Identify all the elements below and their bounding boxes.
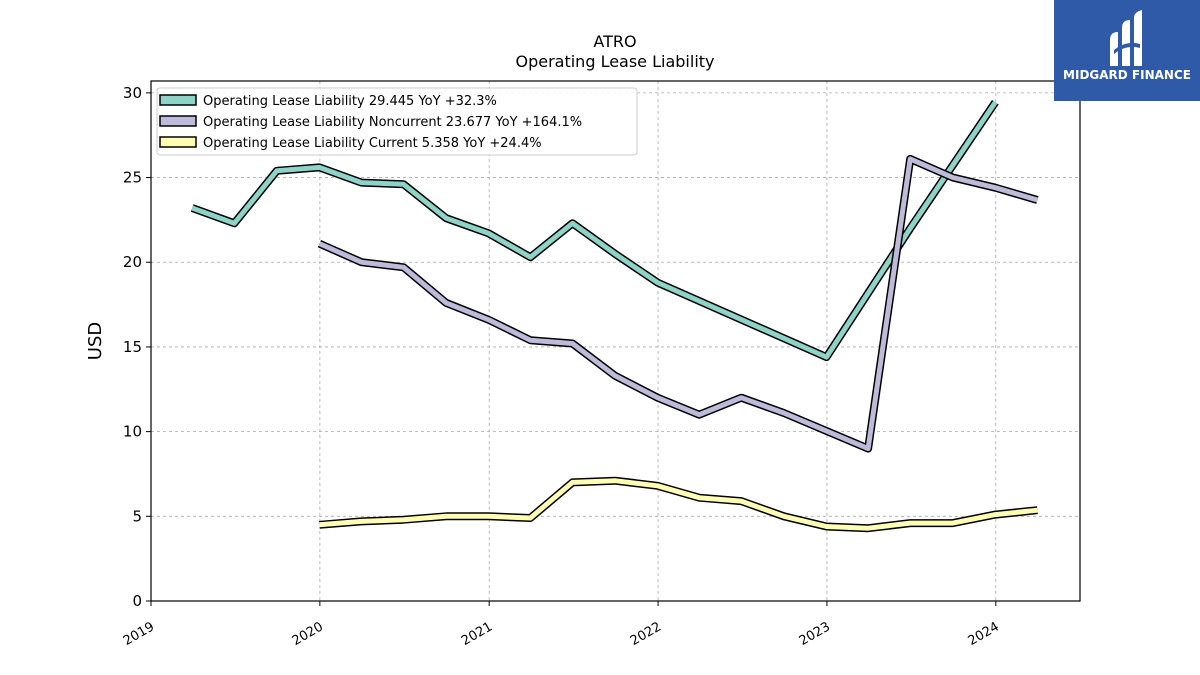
y-axis: 0 5 10 15 20 25 30 [123,84,151,610]
y-tick-label: 0 [132,592,142,610]
chart-subtitle: Operating Lease Liability [515,52,714,71]
x-tick-label: 2022 [628,619,664,649]
y-tick-label: 25 [123,169,142,187]
series-2 [317,154,1039,453]
logo-text: MIDGARD FINANCE [1063,68,1191,82]
legend-swatch [159,94,197,106]
x-tick-label: 2024 [966,619,1002,649]
y-tick-label: 15 [123,338,142,356]
y-axis-label: USD [85,322,106,360]
x-tick-label: 2021 [459,619,495,649]
series-line [319,478,1038,531]
plot-frame [150,80,1081,602]
chart-title: ATRO [593,32,636,51]
x-tick-label: 2023 [797,619,833,649]
series-1 [190,100,999,362]
legend-label: Operating Lease Liability Current 5.358 … [203,136,542,151]
legend-label: Operating Lease Liability 29.445 YoY +32… [203,94,497,109]
midgard-finance-logo: MIDGARD FINANCE [1054,0,1200,101]
series-lines [190,100,1039,533]
y-tick-label: 20 [123,253,142,271]
y-tick-label: 10 [123,423,142,441]
midgard-logo-icon [1110,10,1142,66]
x-tick-label: 2020 [290,619,326,649]
y-tick-label: 30 [123,84,142,102]
series-line [191,100,998,360]
series-line [318,156,1039,452]
x-axis: 2019 2020 2021 2022 2023 2024 [121,601,1002,649]
legend-swatch [159,115,197,127]
legend: Operating Lease Liability 29.445 YoY +32… [156,87,638,156]
series-3 [319,476,1038,533]
legend-label: Operating Lease Liability Noncurrent 23.… [203,115,582,130]
legend-swatch [159,136,197,148]
y-tick-label: 5 [132,507,142,525]
legend-box [156,87,638,156]
x-tick-label: 2019 [121,619,157,649]
